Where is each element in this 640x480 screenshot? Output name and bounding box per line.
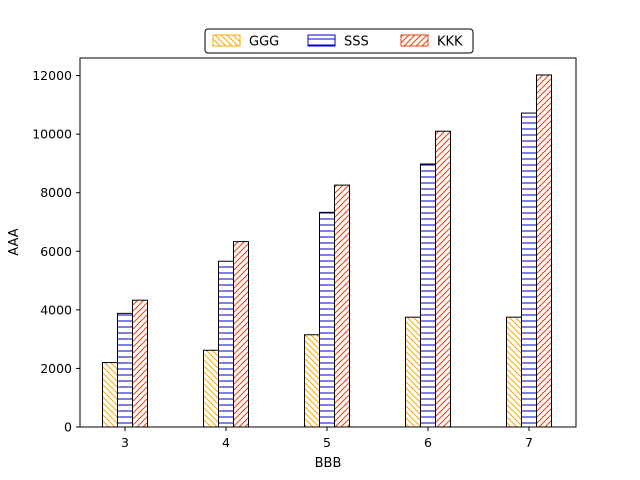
x-axis: 3 4 5 6 7	[121, 427, 533, 450]
y-tick-label: 12000	[32, 68, 72, 83]
legend-frame	[204, 28, 474, 54]
legend: GGG SSS KKK	[204, 28, 474, 54]
bar-sss-3	[117, 312, 133, 428]
bar-kkk-7	[536, 74, 552, 428]
x-tick-label: 6	[424, 435, 432, 450]
plot-frame	[79, 57, 577, 428]
bar-kkk-6	[435, 130, 451, 428]
y-tick-label: 8000	[40, 185, 72, 200]
bar-ggg-7	[506, 316, 522, 428]
legend-label-sss: SSS	[344, 35, 369, 50]
bar-sss-6	[420, 163, 436, 428]
legend-swatch-ggg	[212, 34, 241, 47]
bar-sss-7	[521, 112, 537, 428]
x-axis-label: BBB	[315, 456, 342, 471]
legend-label-ggg: GGG	[249, 35, 279, 50]
bar-kkk-4	[233, 241, 249, 428]
x-tick-label: 4	[222, 435, 230, 450]
bar-ggg-3	[102, 362, 118, 428]
bar-ggg-4	[203, 349, 219, 428]
bar-sss-5	[319, 211, 335, 428]
y-axis: 0 2000 4000 6000 8000 10000 12000	[32, 68, 80, 435]
y-tick-label: 4000	[40, 302, 72, 317]
legend-swatch-sss	[307, 34, 336, 47]
legend-swatch-kkk	[400, 34, 429, 47]
x-tick-label: 7	[525, 435, 533, 450]
y-tick-label: 0	[64, 420, 72, 435]
bars-layer	[102, 74, 552, 428]
y-axis-label: AAA	[7, 228, 22, 256]
bar-kkk-3	[132, 299, 148, 428]
bar-sss-4	[218, 260, 234, 428]
x-tick-label: 5	[323, 435, 331, 450]
x-tick-label: 3	[121, 435, 129, 450]
bar-kkk-5	[334, 184, 350, 428]
legend-label-kkk: KKK	[437, 35, 463, 50]
bar-ggg-6	[405, 316, 421, 428]
y-tick-label: 6000	[40, 244, 72, 259]
y-tick-label: 10000	[32, 127, 72, 142]
y-tick-label: 2000	[40, 361, 72, 376]
bar-ggg-5	[304, 334, 320, 428]
